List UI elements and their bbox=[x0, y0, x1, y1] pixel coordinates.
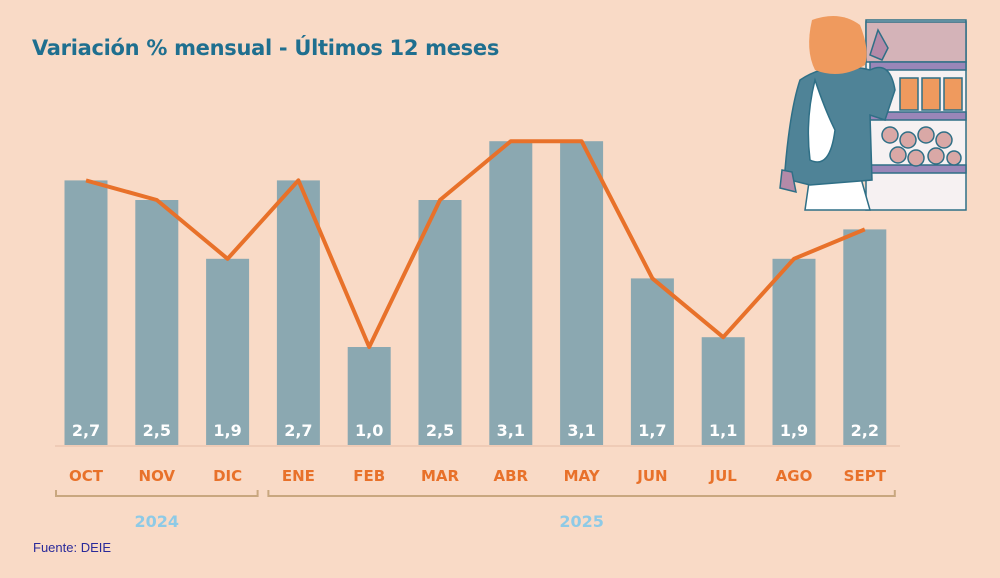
value-label: 3,1 bbox=[567, 421, 595, 440]
month-label: NOV bbox=[139, 467, 176, 485]
value-label: 2,5 bbox=[426, 421, 454, 440]
bar-mar bbox=[418, 200, 462, 445]
bar-dic bbox=[206, 258, 250, 445]
value-label: 2,7 bbox=[72, 421, 100, 440]
month-label: MAR bbox=[421, 467, 460, 485]
month-label: ENE bbox=[282, 467, 315, 485]
bar-ago bbox=[772, 258, 816, 445]
value-label: 2,2 bbox=[851, 421, 879, 440]
year-label: 2024 bbox=[135, 512, 180, 531]
bar-may bbox=[560, 141, 604, 445]
value-label: 1,1 bbox=[709, 421, 737, 440]
month-label: JUN bbox=[636, 467, 667, 485]
bar-jun bbox=[630, 278, 674, 445]
month-label: FEB bbox=[353, 467, 385, 485]
month-label: ABR bbox=[494, 467, 529, 485]
value-label: 1,0 bbox=[355, 421, 383, 440]
bar-oct bbox=[64, 180, 108, 445]
bar-sept bbox=[843, 229, 887, 445]
month-label: JUL bbox=[709, 467, 738, 485]
month-label: OCT bbox=[69, 467, 104, 485]
value-label: 3,1 bbox=[497, 421, 525, 440]
value-label: 1,7 bbox=[638, 421, 666, 440]
value-label: 1,9 bbox=[780, 421, 808, 440]
month-label: MAY bbox=[564, 467, 601, 485]
trend-line bbox=[85, 139, 866, 349]
value-label: 2,5 bbox=[143, 421, 171, 440]
month-label: AGO bbox=[776, 467, 813, 485]
year-bracket bbox=[267, 490, 896, 497]
month-label: SEPT bbox=[844, 467, 887, 485]
bar-abr bbox=[489, 141, 533, 445]
year-label: 2025 bbox=[559, 512, 604, 531]
value-label: 2,7 bbox=[284, 421, 312, 440]
month-label: DIC bbox=[213, 467, 242, 485]
bar-feb bbox=[347, 347, 391, 445]
value-label: 1,9 bbox=[213, 421, 241, 440]
source-note: Fuente: DEIE bbox=[33, 540, 112, 555]
bar-ene bbox=[276, 180, 320, 445]
chart-title: Variación % mensual - Últimos 12 meses bbox=[32, 36, 500, 60]
bar-jul bbox=[701, 337, 745, 445]
bar-nov bbox=[135, 200, 179, 445]
year-bracket bbox=[55, 490, 259, 497]
